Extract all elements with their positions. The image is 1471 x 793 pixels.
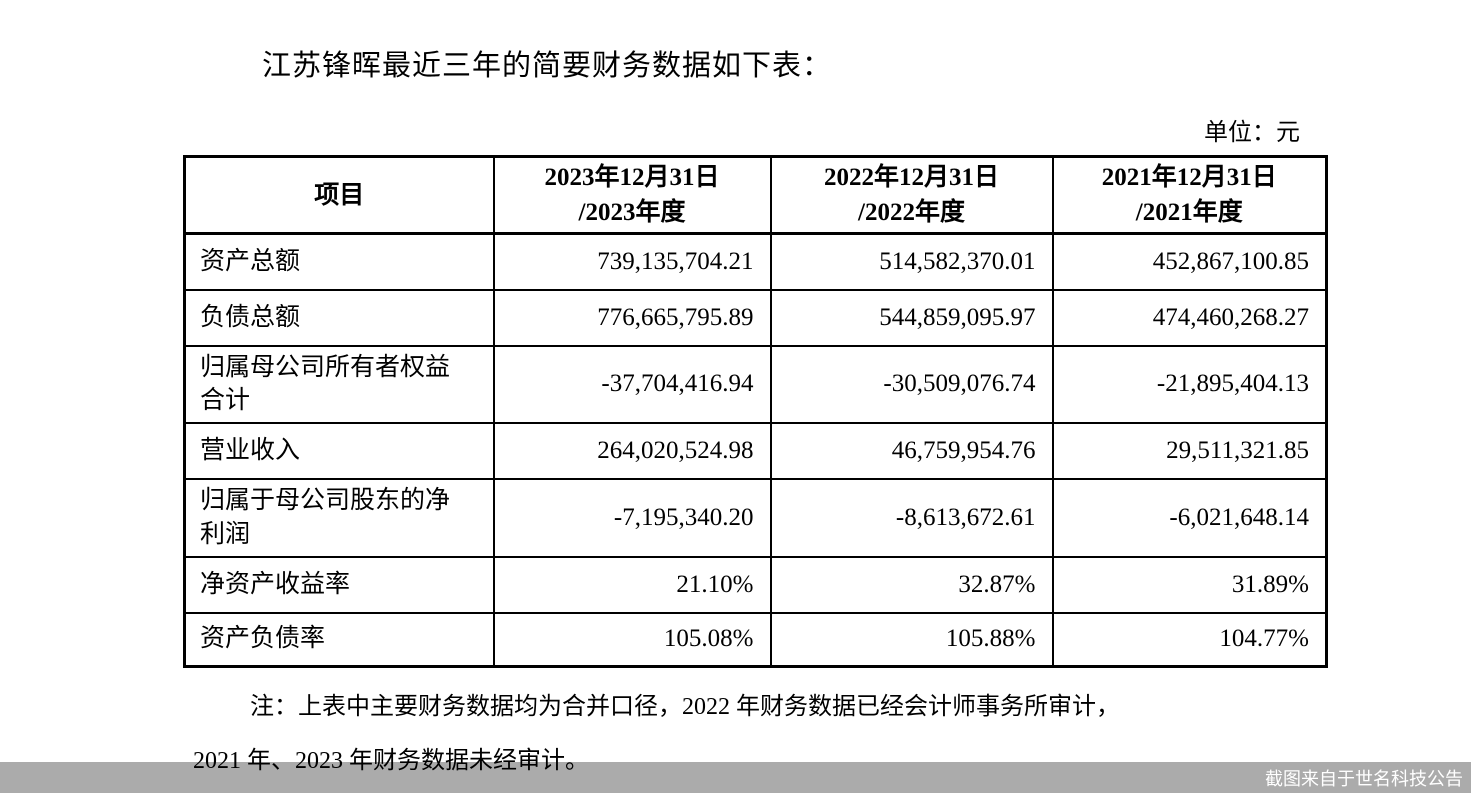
- row-label: 负债总额: [183, 288, 495, 347]
- cell-value-2023: 739,135,704.21: [492, 232, 772, 291]
- financial-summary-table: 项目 2023年12月31日 /2023年度 2022年12月31日 /2022…: [183, 155, 1328, 668]
- table-row-parent-equity: 归属母公司所有者权益合计 -37,704,416.94 -30,509,076.…: [183, 344, 1328, 424]
- column-header-item: 项目: [183, 155, 495, 235]
- cell-value-2021: 474,460,268.27: [1051, 288, 1328, 347]
- column-header-2023: 2023年12月31日 /2023年度: [492, 155, 772, 235]
- cell-value-2022: 46,759,954.76: [769, 422, 1054, 480]
- column-header-2022-line1: 2022年12月31日: [823, 164, 999, 191]
- row-label: 净资产收益率: [183, 555, 495, 614]
- cell-value-2023: -37,704,416.94: [492, 344, 772, 424]
- cell-value-2022: -30,509,076.74: [769, 344, 1054, 424]
- column-header-2021: 2021年12月31日 /2021年度: [1051, 155, 1328, 235]
- cell-value-2021: -6,021,648.14: [1051, 478, 1328, 558]
- cell-value-2022: 514,582,370.01: [769, 232, 1054, 291]
- row-label: 归属于母公司股东的净利润: [183, 478, 495, 558]
- watermark-bar: 截图来自于世名科技公告: [0, 762, 1471, 793]
- column-header-2023-line2: /2023年度: [578, 199, 686, 226]
- column-header-2022-line2: /2022年度: [858, 199, 965, 226]
- table-row-total-liabilities: 负债总额 776,665,795.89 544,859,095.97 474,4…: [183, 288, 1328, 347]
- unit-label: 单位：元: [1204, 120, 1300, 146]
- cell-value-2022: -8,613,672.61: [769, 478, 1054, 558]
- note-line-1: 注：上表中主要财务数据均为合并口径，2022 年财务数据已经会计师事务所审计，: [250, 694, 1120, 720]
- column-header-2021-line1: 2021年12月31日: [1101, 164, 1277, 191]
- column-header-2023-line1: 2023年12月31日: [544, 164, 720, 191]
- row-label: 归属母公司所有者权益合计: [183, 344, 495, 424]
- section-title: 江苏锋晖最近三年的简要财务数据如下表：: [262, 50, 833, 82]
- watermark-text: 截图来自于世名科技公告: [1265, 768, 1463, 789]
- column-header-2022: 2022年12月31日 /2022年度: [769, 155, 1054, 235]
- table-row-roe: 净资产收益率 21.10% 32.87% 31.89%: [183, 555, 1328, 614]
- cell-value-2022: 544,859,095.97: [769, 288, 1054, 347]
- table-header-row: 项目 2023年12月31日 /2023年度 2022年12月31日 /2022…: [183, 155, 1328, 235]
- table-row-debt-ratio: 资产负债率 105.08% 105.88% 104.77%: [183, 611, 1328, 668]
- cell-value-2023: 264,020,524.98: [492, 422, 772, 480]
- cell-value-2022: 32.87%: [769, 555, 1054, 614]
- cell-value-2022: 105.88%: [769, 611, 1054, 668]
- note-line-2: 2021 年、2023 年财务数据未经审计。: [193, 748, 589, 774]
- cell-value-2021: 29,511,321.85: [1051, 422, 1328, 480]
- table-row-operating-revenue: 营业收入 264,020,524.98 46,759,954.76 29,511…: [183, 422, 1328, 480]
- cell-value-2021: 452,867,100.85: [1051, 232, 1328, 291]
- row-label: 资产负债率: [183, 611, 495, 668]
- cell-value-2023: 21.10%: [492, 555, 772, 614]
- table-row-net-profit: 归属于母公司股东的净利润 -7,195,340.20 -8,613,672.61…: [183, 478, 1328, 558]
- cell-value-2021: 104.77%: [1051, 611, 1328, 668]
- column-header-2021-line2: /2021年度: [1135, 199, 1243, 226]
- cell-value-2023: 776,665,795.89: [492, 288, 772, 347]
- cell-value-2021: 31.89%: [1051, 555, 1328, 614]
- row-label: 资产总额: [183, 232, 495, 291]
- cell-value-2023: -7,195,340.20: [492, 478, 772, 558]
- table-row-total-assets: 资产总额 739,135,704.21 514,582,370.01 452,8…: [183, 232, 1328, 291]
- row-label: 营业收入: [183, 422, 495, 480]
- cell-value-2021: -21,895,404.13: [1051, 344, 1328, 424]
- cell-value-2023: 105.08%: [492, 611, 772, 668]
